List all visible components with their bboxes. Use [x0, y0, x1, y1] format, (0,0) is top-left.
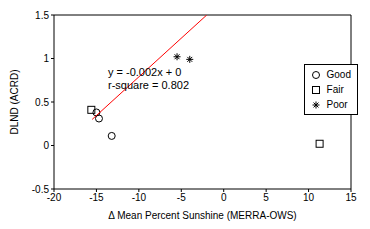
- svg-text:DLND (ACRD): DLND (ACRD): [9, 70, 20, 135]
- svg-text:-0.5: -0.5: [32, 184, 50, 195]
- html-text:Good: Good: [326, 69, 351, 80]
- html-text:Poor: Poor: [326, 99, 348, 110]
- html-text:Fair: Fair: [326, 84, 344, 95]
- svg-text:Δ Mean Percent Sunshine (MERRA: Δ Mean Percent Sunshine (MERRA-OWS): [108, 210, 296, 221]
- svg-text:1.5: 1.5: [35, 10, 49, 21]
- svg-text:10: 10: [303, 192, 315, 203]
- html-text:r-square = 0.802: r-square = 0.802: [108, 79, 189, 91]
- svg-text:0: 0: [221, 192, 227, 203]
- svg-text:0.5: 0.5: [35, 97, 49, 108]
- svg-text:-5: -5: [177, 192, 186, 203]
- svg-text:0: 0: [43, 140, 49, 151]
- svg-text:-20: -20: [47, 192, 62, 203]
- svg-text:15: 15: [345, 192, 357, 203]
- svg-text:1: 1: [43, 53, 49, 64]
- svg-text:5: 5: [263, 192, 269, 203]
- svg-text:-10: -10: [132, 192, 147, 203]
- svg-text:-15: -15: [89, 192, 104, 203]
- html-text:y = -0.002x + 0: y = -0.002x + 0: [108, 66, 182, 78]
